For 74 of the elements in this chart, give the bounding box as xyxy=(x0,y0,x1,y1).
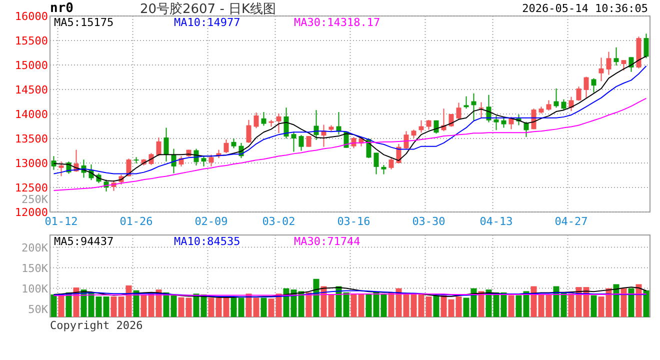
candlestick xyxy=(508,116,514,130)
candlestick xyxy=(298,134,304,152)
candlestick xyxy=(254,112,259,129)
x-tick-label: 03-30 xyxy=(412,215,446,228)
candlestick xyxy=(584,76,589,99)
candlestick xyxy=(426,119,432,130)
x-tick-label: 04-27 xyxy=(554,215,588,228)
y-tick-label: 100K xyxy=(22,282,48,296)
text: MA30:71744 xyxy=(294,235,361,248)
candlestick xyxy=(381,164,386,175)
candlestick xyxy=(561,98,566,111)
y-tick-label: 13500 xyxy=(14,132,48,146)
y-tick-label: 12500 xyxy=(14,182,48,194)
candlestick xyxy=(246,119,252,144)
text: Copyright 2026 xyxy=(50,319,143,332)
candlestick xyxy=(598,57,604,82)
candlestick xyxy=(306,136,312,148)
annotation: nr0 xyxy=(50,1,74,16)
y-tick-label: 15500 xyxy=(14,34,48,48)
candlestick xyxy=(388,157,394,170)
text: 2026-05-14 10:36:05 xyxy=(522,2,648,15)
text: MA30:14318.17 xyxy=(294,16,380,29)
candlestick xyxy=(231,138,236,149)
candlestick xyxy=(576,86,582,102)
candlestick xyxy=(554,88,559,108)
candlestick xyxy=(164,127,169,162)
line-series xyxy=(53,290,647,298)
chart-title: 20号胶2607 - 日K线图 xyxy=(140,2,276,17)
candlestick xyxy=(284,107,289,139)
text: MA5:15175 xyxy=(54,16,114,29)
y-tick-label: 15000 xyxy=(14,59,48,72)
candlestick xyxy=(418,120,424,134)
candlestick xyxy=(606,51,612,76)
y-tick-label: 16000 xyxy=(14,10,48,23)
x-tick-label: 01-12 xyxy=(44,215,78,228)
y-tick-label: 14000 xyxy=(14,108,48,121)
candlestick xyxy=(471,92,476,121)
x-tick-label: 04-13 xyxy=(480,215,513,228)
candlestick xyxy=(614,46,619,66)
y-tick-label: 150K xyxy=(22,262,48,275)
candlestick xyxy=(156,137,162,157)
candlestick xyxy=(434,120,439,134)
text: 250K xyxy=(22,193,48,206)
candlestick xyxy=(494,115,499,131)
candlestick xyxy=(464,96,469,110)
candlestick xyxy=(456,102,462,120)
y-tick-label: 13000 xyxy=(14,157,48,170)
y-tick-label: 200K xyxy=(22,241,48,254)
candlestick xyxy=(374,152,379,175)
candlestick xyxy=(224,138,229,154)
candlestick xyxy=(291,131,296,152)
candlestick xyxy=(208,154,214,167)
candlestick xyxy=(58,161,64,177)
candlestick xyxy=(628,56,634,72)
text: MA10:14977 xyxy=(174,16,240,29)
x-tick-label: 02-09 xyxy=(194,215,228,228)
x-tick-label: 03-16 xyxy=(337,215,370,228)
candlestick xyxy=(276,113,282,134)
candlestick xyxy=(478,102,484,119)
candlestick xyxy=(644,33,649,59)
candlestick xyxy=(201,156,206,167)
candlestick xyxy=(621,60,626,71)
line-series xyxy=(53,98,647,191)
text: MA10:84535 xyxy=(174,235,240,248)
y-tick-label: 50K xyxy=(28,302,48,316)
candlestick xyxy=(591,78,596,93)
candlestick xyxy=(546,100,552,112)
candlestick xyxy=(261,112,266,126)
candlestick xyxy=(404,130,409,150)
candlestick xyxy=(51,156,56,170)
text: MA5:94437 xyxy=(54,235,114,248)
x-tick-label: 03-02 xyxy=(262,215,296,228)
x-tick-label: 01-26 xyxy=(120,215,153,228)
y-tick-label: 14500 xyxy=(14,84,48,96)
